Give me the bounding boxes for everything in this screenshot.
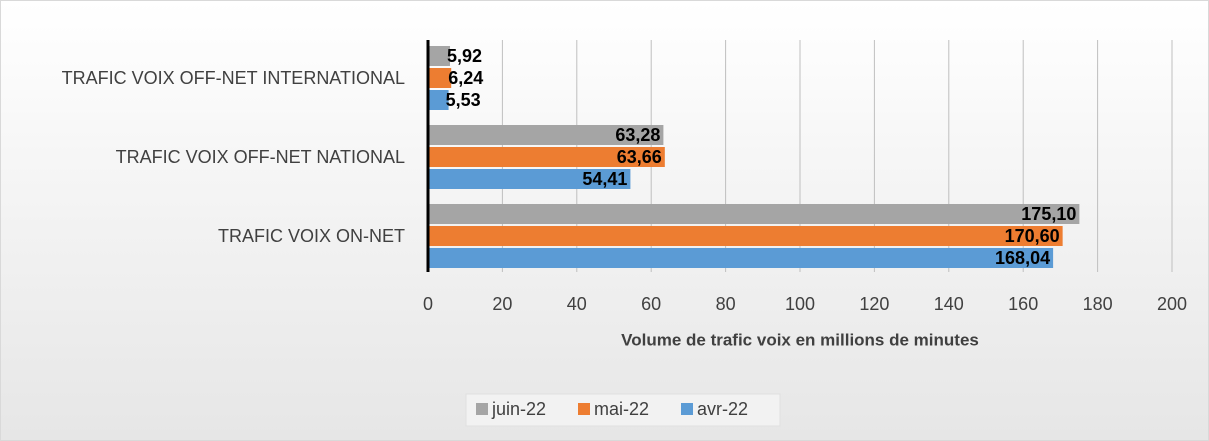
legend-swatch	[681, 403, 693, 415]
x-tick-label: 180	[1083, 294, 1113, 314]
x-tick-label: 40	[567, 294, 587, 314]
value-label: 170,60	[1005, 226, 1060, 246]
value-label: 63,66	[617, 147, 662, 167]
value-label: 6,24	[448, 68, 483, 88]
value-label: 5,53	[446, 90, 481, 110]
legend-label: avr-22	[697, 399, 748, 419]
bar	[428, 147, 665, 167]
bar	[428, 204, 1080, 224]
legend-label: mai-22	[594, 399, 649, 419]
value-label: 168,04	[995, 248, 1050, 268]
legend-box	[465, 393, 781, 427]
x-tick-label: 80	[716, 294, 736, 314]
category-label: TRAFIC VOIX ON-NET	[218, 226, 405, 246]
x-tick-label: 60	[641, 294, 661, 314]
bar	[428, 125, 664, 145]
x-tick-label: 200	[1157, 294, 1187, 314]
x-tick-label: 140	[934, 294, 964, 314]
bar	[428, 68, 452, 88]
bar	[428, 90, 449, 110]
x-tick-label: 160	[1008, 294, 1038, 314]
bar	[428, 169, 631, 189]
bar	[428, 226, 1063, 246]
value-label: 54,41	[582, 169, 627, 189]
x-tick-label: 0	[423, 294, 433, 314]
bar	[428, 248, 1054, 268]
x-tick-label: 120	[859, 294, 889, 314]
legend-swatch	[578, 403, 590, 415]
legend-swatch	[476, 403, 488, 415]
x-axis-title: Volume de trafic voix en millions de min…	[621, 330, 979, 349]
value-label: 5,92	[447, 46, 482, 66]
value-label: 175,10	[1021, 204, 1076, 224]
bar	[428, 46, 451, 66]
x-tick-label: 100	[785, 294, 815, 314]
x-tick-label: 20	[492, 294, 512, 314]
legend-label: juin-22	[491, 399, 546, 419]
category-label: TRAFIC VOIX OFF-NET NATIONAL	[116, 147, 405, 167]
category-label: TRAFIC VOIX OFF-NET INTERNATIONAL	[62, 68, 405, 88]
value-label: 63,28	[615, 125, 660, 145]
